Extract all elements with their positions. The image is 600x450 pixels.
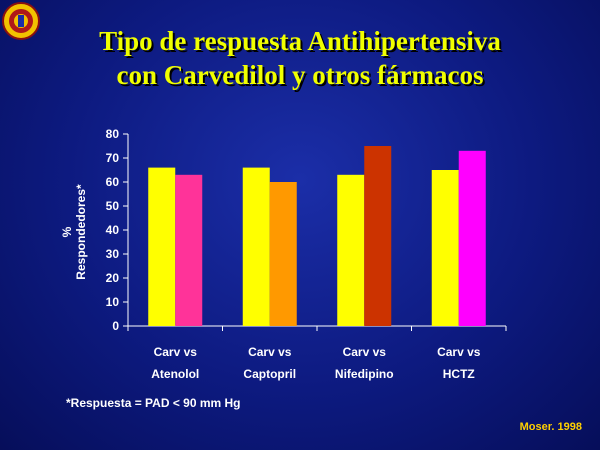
y-tick-label: 50 xyxy=(106,199,120,213)
slide-title-line2: con Carvedilol y otros fármacos xyxy=(116,60,484,90)
y-tick-label: 30 xyxy=(106,247,120,261)
x-category-label: Carv vs xyxy=(154,345,198,359)
slide-title: Tipo de respuesta Antihipertensiva con C… xyxy=(0,24,600,92)
x-category-label: Atenolol xyxy=(151,367,199,381)
bar-1-carvedilol xyxy=(148,167,176,326)
y-tick-label: 40 xyxy=(106,223,120,237)
bar-4-comparator xyxy=(458,150,486,326)
y-tick-label: 70 xyxy=(106,151,120,165)
bar-2-carvedilol xyxy=(242,167,270,326)
bar-2-comparator xyxy=(269,182,297,326)
y-tick-label: 0 xyxy=(112,319,119,333)
x-category-label: Captopril xyxy=(243,367,296,381)
y-tick-label: 10 xyxy=(106,295,120,309)
y-tick-label: 20 xyxy=(106,271,120,285)
x-category-label: Carv vs xyxy=(248,345,292,359)
x-category-label: HCTZ xyxy=(443,367,475,381)
x-category-label: Carv vs xyxy=(437,345,481,359)
bar-1-comparator xyxy=(175,174,203,326)
y-tick-label: 80 xyxy=(106,127,120,141)
bar-3-comparator xyxy=(364,146,392,326)
bar-3-carvedilol xyxy=(337,174,365,326)
footnote: *Respuesta = PAD < 90 mm Hg xyxy=(66,396,241,410)
x-category-label: Nifedipino xyxy=(335,367,394,381)
source-citation: Moser. 1998 xyxy=(519,421,582,433)
y-tick-label: 60 xyxy=(106,175,120,189)
slide-title-line1: Tipo de respuesta Antihipertensiva xyxy=(99,26,501,56)
university-seal-icon xyxy=(2,2,40,40)
bar-4-carvedilol xyxy=(431,170,459,326)
x-category-label: Carv vs xyxy=(343,345,387,359)
